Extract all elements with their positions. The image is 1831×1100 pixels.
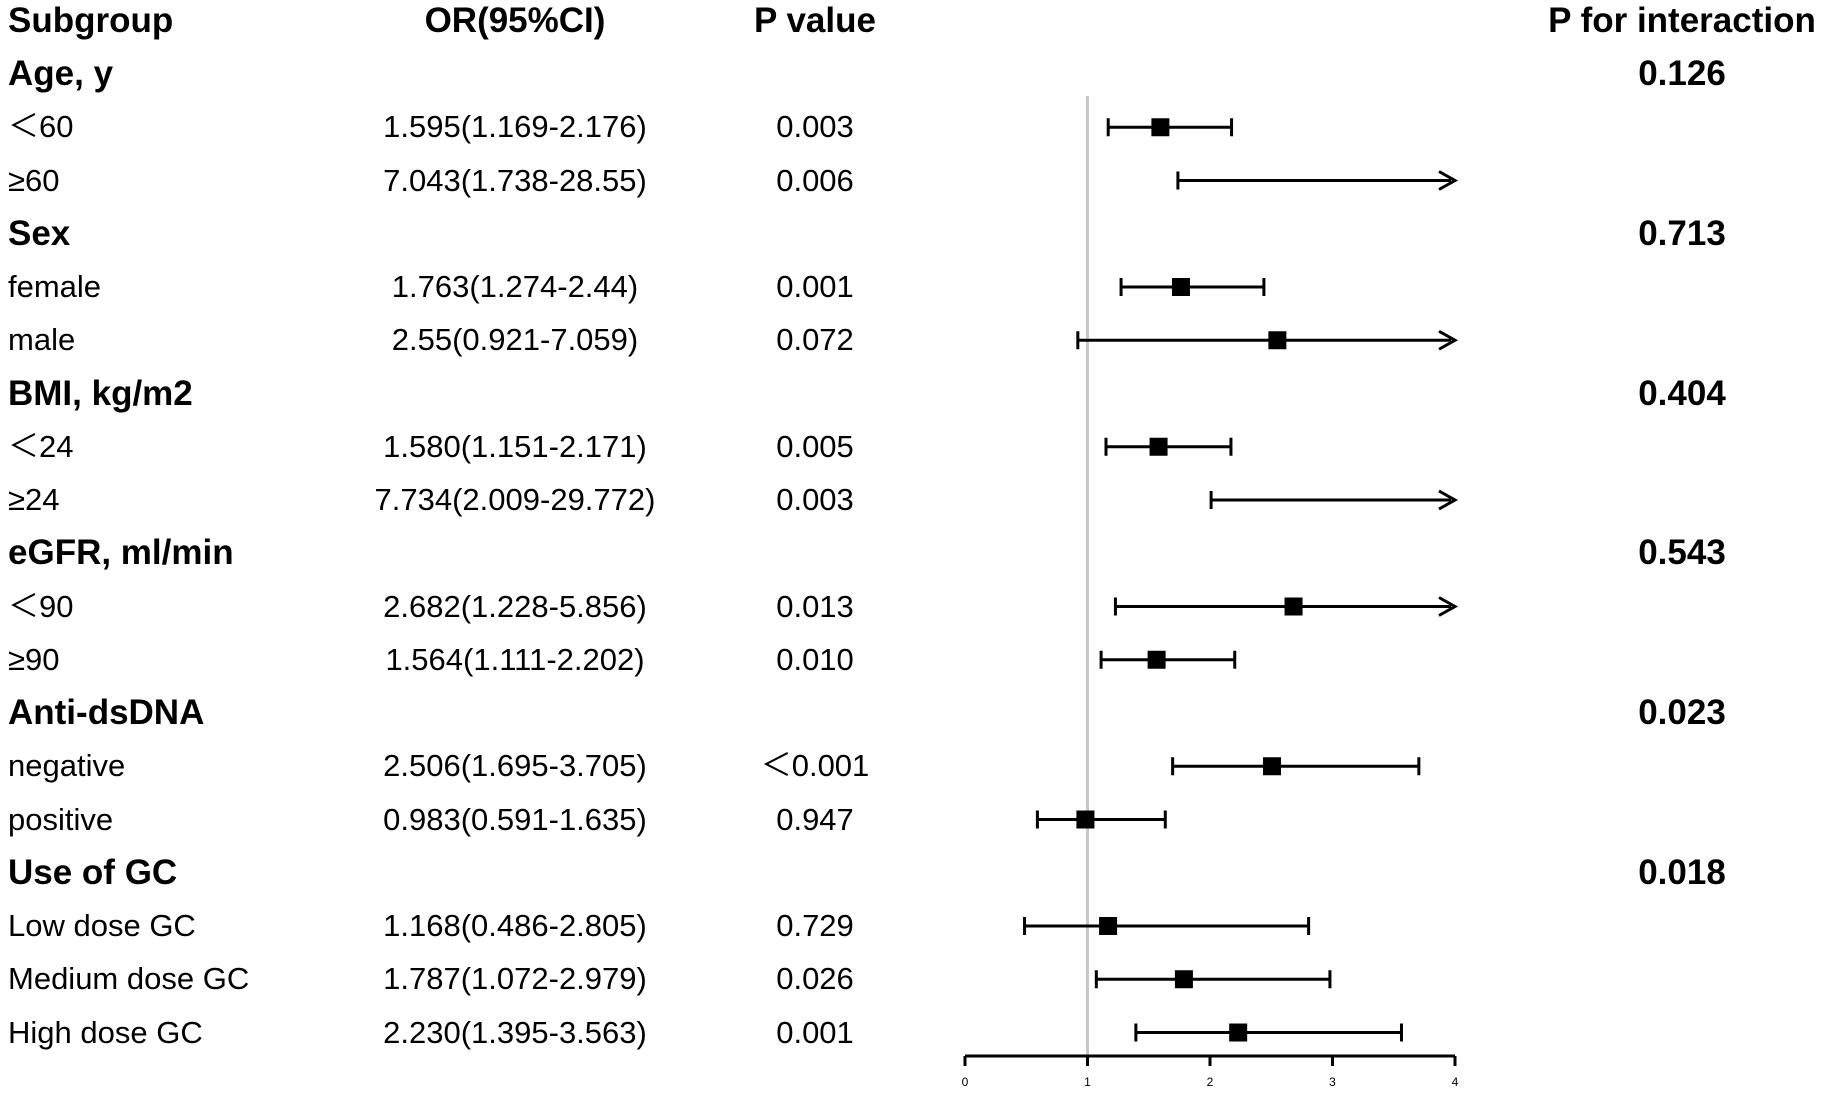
subgroup-label: High dose GC — [8, 1014, 203, 1050]
p-interaction-value: 0.023 — [1638, 693, 1726, 732]
or-point — [1076, 810, 1095, 829]
header-p-interaction: P for interaction — [1548, 1, 1816, 40]
subgroup-label: ＜90 — [8, 588, 74, 624]
or-point — [1174, 970, 1193, 989]
group-label: Sex — [8, 213, 71, 253]
x-tick-label: 0 — [962, 1075, 969, 1089]
or-point — [1149, 437, 1168, 456]
x-tick-label: 2 — [1207, 1075, 1214, 1089]
p-interaction-value: 0.018 — [1638, 852, 1726, 892]
p-value-text: 0.003 — [776, 482, 854, 517]
or-ci-text: 1.595(1.169-2.176) — [383, 109, 647, 145]
subgroup-label: ≥60 — [8, 162, 60, 198]
ci-arrow — [1438, 329, 1459, 351]
p-value-text: 0.006 — [776, 162, 854, 198]
subgroup-label: positive — [8, 801, 114, 837]
group-label: BMI, kg/m2 — [8, 373, 193, 413]
group-label: Age, y — [8, 54, 114, 93]
group-label: Use of GC — [8, 852, 178, 892]
p-interaction-value: 0.404 — [1638, 373, 1726, 413]
x-tick-label: 4 — [1452, 1075, 1459, 1089]
x-tick-label: 1 — [1084, 1075, 1091, 1089]
subgroup-label: female — [8, 269, 102, 304]
p-interaction-value: 0.713 — [1638, 213, 1726, 253]
group-label: eGFR, ml/min — [8, 533, 234, 573]
or-point — [1099, 917, 1118, 935]
p-value-text: ＜0.001 — [760, 748, 870, 784]
subgroup-label: Low dose GC — [8, 908, 196, 943]
or-ci-text: 2.682(1.228-5.856) — [383, 588, 647, 624]
subgroup-label: ≥24 — [8, 482, 60, 517]
group-label: Anti-dsDNA — [8, 693, 205, 732]
p-value-text: 0.005 — [776, 428, 854, 464]
or-point — [1284, 597, 1303, 616]
or-ci-text: 7.043(1.738-28.55) — [383, 162, 647, 198]
p-value-text: 0.003 — [776, 109, 854, 145]
or-point — [1229, 1023, 1248, 1042]
or-ci-text: 0.983(0.591-1.635) — [383, 801, 647, 837]
or-ci-text: 1.580(1.151-2.171) — [383, 428, 647, 464]
or-ci-text: 1.168(0.486-2.805) — [383, 908, 647, 943]
subgroup-label: ≥90 — [8, 641, 60, 677]
ci-arrow — [1438, 170, 1459, 191]
or-ci-text: 2.55(0.921-7.059) — [391, 322, 639, 358]
header-or: OR(95%CI) — [424, 1, 606, 40]
subgroup-label: male — [8, 322, 76, 358]
p-value-text: 0.072 — [776, 322, 854, 358]
or-ci-text: 1.564(1.111-2.202) — [385, 641, 645, 677]
p-value-text: 0.013 — [776, 588, 854, 624]
ci-arrow — [1438, 596, 1459, 617]
p-value-text: 0.947 — [776, 801, 854, 837]
header-p-value: P value — [754, 1, 876, 40]
p-value-text: 0.010 — [776, 641, 854, 677]
or-point — [1151, 118, 1170, 137]
p-value-text: 0.026 — [776, 961, 854, 997]
p-value-text: 0.001 — [776, 1014, 854, 1050]
subgroup-label: ＜60 — [8, 109, 74, 145]
or-ci-text: 2.506(1.695-3.705) — [383, 748, 647, 784]
subgroup-label: negative — [8, 748, 126, 784]
or-point — [1147, 650, 1166, 669]
or-ci-text: 1.763(1.274-2.44) — [391, 269, 639, 304]
header-subgroup: Subgroup — [8, 1, 174, 40]
subgroup-label: Medium dose GC — [8, 961, 250, 997]
x-tick-label: 3 — [1329, 1075, 1336, 1089]
p-interaction-value: 0.543 — [1638, 533, 1726, 573]
p-value-text: 0.729 — [776, 908, 854, 943]
or-ci-text: 2.230(1.395-3.563) — [383, 1014, 647, 1050]
or-ci-text: 7.734(2.009-29.772) — [374, 482, 656, 517]
ci-arrow — [1438, 489, 1459, 511]
p-value-text: 0.001 — [776, 269, 854, 304]
p-interaction-value: 0.126 — [1638, 54, 1726, 93]
or-point — [1171, 278, 1190, 296]
or-point — [1268, 331, 1287, 350]
or-point — [1262, 757, 1281, 776]
or-ci-text: 1.787(1.072-2.979) — [383, 961, 647, 997]
subgroup-label: ＜24 — [8, 428, 74, 464]
